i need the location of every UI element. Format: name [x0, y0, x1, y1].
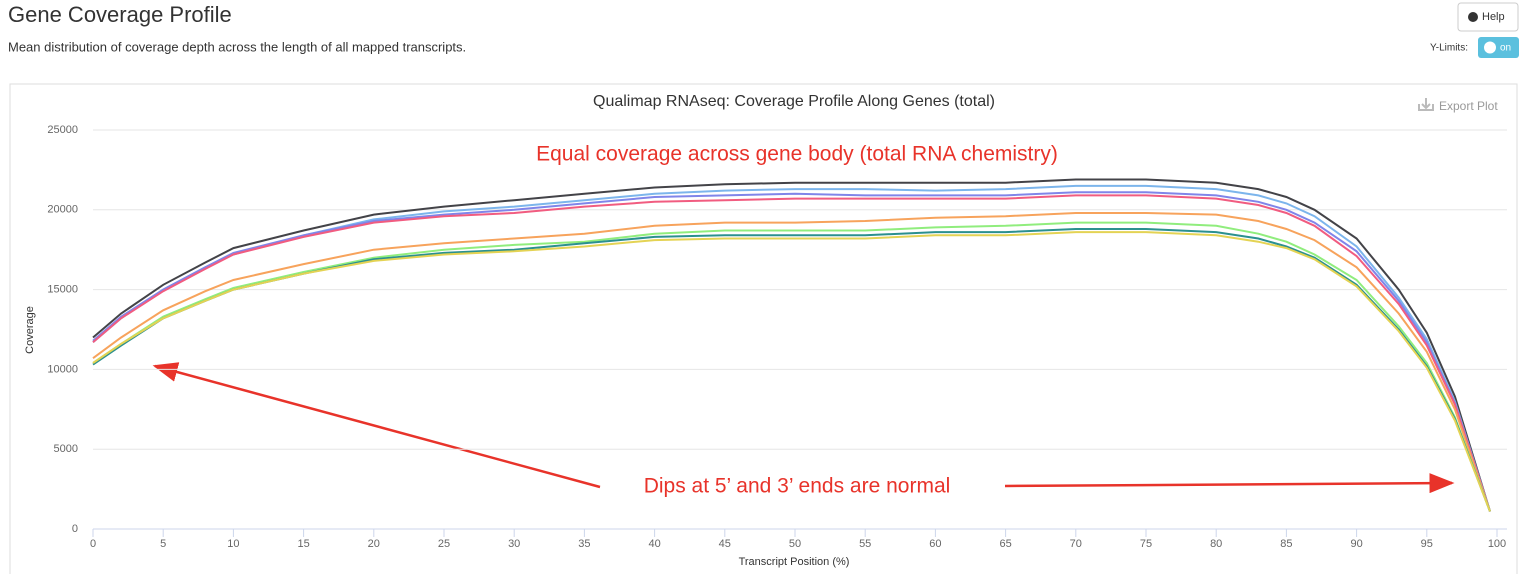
series-line — [92, 212, 1491, 512]
x-tick-label: 65 — [999, 538, 1011, 550]
help-button[interactable] — [1457, 2, 1519, 32]
page-subtitle: Mean distribution of coverage depth acro… — [8, 39, 466, 54]
x-axis-label: Transcript Position (%) — [739, 556, 850, 568]
x-tick-label: 45 — [719, 538, 731, 550]
series-line — [92, 221, 1491, 512]
plot-frame — [9, 83, 1518, 574]
x-tick-label: 90 — [1350, 538, 1362, 550]
x-tick-label: 50 — [789, 538, 801, 550]
x-tick-label: 55 — [859, 538, 871, 550]
arrow — [152, 362, 601, 489]
x-tick-label: 15 — [297, 538, 309, 550]
x-tick-label: 5 — [160, 538, 166, 550]
y-tick-label: 10000 — [47, 363, 78, 375]
chart-title: Qualimap RNAseq: Coverage Profile Along … — [593, 93, 995, 110]
x-tick-label: 0 — [90, 538, 96, 550]
help-icon — [1468, 12, 1478, 22]
y-tick-label: 0 — [72, 523, 78, 535]
x-tick-label: 60 — [929, 538, 941, 550]
y-tick-label: 5000 — [54, 443, 78, 455]
x-tick-label: 100 — [1488, 538, 1506, 550]
y-tick-label: 20000 — [47, 204, 78, 216]
arrow — [1004, 473, 1455, 494]
x-tick-label: 25 — [438, 538, 450, 550]
y-tick-label: 15000 — [47, 284, 78, 296]
x-tick-label: 20 — [368, 538, 380, 550]
series-line — [92, 178, 1491, 512]
y-tick-label: 25000 — [47, 124, 78, 136]
x-tick-label: 70 — [1070, 538, 1082, 550]
ylimits-label: Y-Limits: — [1430, 43, 1468, 54]
x-tick-label: 30 — [508, 538, 520, 550]
x-tick-label: 75 — [1140, 538, 1152, 550]
x-tick-label: 95 — [1421, 538, 1433, 550]
series-line — [92, 231, 1491, 512]
export-button[interactable]: Export Plot — [1439, 99, 1498, 113]
series-line — [92, 191, 1491, 512]
toggle-knob — [1484, 41, 1496, 54]
x-tick-label: 35 — [578, 538, 590, 550]
annotation: Equal coverage across gene body (total R… — [536, 143, 1058, 166]
page-title: Gene Coverage Profile — [8, 2, 232, 27]
series-line — [92, 194, 1491, 512]
annotation: Dips at 5’ and 3’ ends are normal — [644, 475, 951, 498]
x-tick-label: 85 — [1280, 538, 1292, 550]
x-tick-label: 10 — [227, 538, 239, 550]
help-label: Help — [1482, 11, 1505, 23]
x-tick-label: 40 — [648, 538, 660, 550]
toggle-label: on — [1500, 43, 1511, 54]
y-axis-label: Coverage — [24, 306, 36, 354]
export-icon — [1418, 98, 1434, 111]
x-tick-label: 80 — [1210, 538, 1222, 550]
